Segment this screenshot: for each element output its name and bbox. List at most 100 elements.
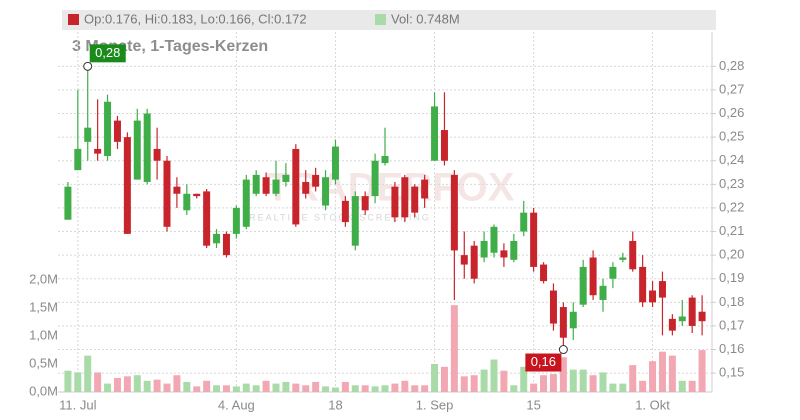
y-tick-label: 0,25 (719, 129, 744, 144)
volume-bar (649, 361, 657, 392)
candle-body (173, 186, 181, 194)
volume-bar (411, 385, 419, 392)
y2-tick-label: 2,0M (29, 271, 58, 286)
volume-bar (351, 385, 359, 392)
volume-bar (540, 375, 548, 392)
candle-body (678, 316, 686, 322)
candle-body (480, 240, 488, 258)
header-volume-swatch (375, 14, 386, 25)
candle-body (74, 148, 82, 171)
candle-body (619, 257, 627, 260)
header-volume: Vol: 0.748M (391, 11, 460, 26)
max-marker (83, 61, 93, 71)
x-tick-label: 1. Okt (635, 397, 670, 412)
volume-bar (401, 380, 409, 392)
y-tick-label: 0,20 (719, 247, 744, 262)
volume-bar (183, 381, 191, 392)
volume-bar (163, 383, 171, 392)
candle-body (569, 311, 577, 329)
volume-bar (252, 385, 260, 392)
candle-body (84, 127, 92, 142)
volume-bar (579, 369, 587, 392)
candle-body (609, 266, 617, 279)
volume-bar (123, 376, 131, 392)
candle-body (203, 191, 211, 246)
volume-bar (74, 372, 82, 392)
candle-body (391, 186, 399, 218)
candle-body (649, 290, 657, 303)
volume-bar (292, 383, 300, 392)
y-tick-label: 0,15 (719, 365, 744, 380)
candle-body (331, 146, 339, 180)
volume-bar (193, 386, 201, 392)
candle-body (292, 148, 300, 225)
y2-tick-label: 0,5M (29, 355, 58, 370)
volume-bar (678, 380, 686, 392)
volume-bar (500, 370, 508, 392)
candle-body (579, 266, 587, 305)
candle-body (94, 148, 102, 154)
volume-bar (341, 381, 349, 392)
candle-body (302, 181, 310, 194)
volume-bar (232, 386, 240, 392)
volume-bar (510, 385, 518, 392)
min-label: 0,16 (531, 354, 556, 369)
y-tick-label: 0,16 (719, 341, 744, 356)
volume-bar (490, 359, 498, 392)
volume-bar (84, 355, 92, 392)
volume-bar (113, 377, 121, 392)
candle-body (599, 285, 607, 300)
candle-body (450, 174, 458, 251)
volume-bar (460, 376, 468, 392)
volume-bar (391, 383, 399, 392)
volume-bar (421, 385, 429, 392)
volume-bar (94, 372, 102, 392)
volume-bar (629, 365, 637, 392)
volume-bar (222, 385, 230, 392)
volume-bar (450, 305, 458, 392)
candle-body (322, 177, 330, 206)
candle-body (64, 186, 72, 220)
watermark-sub: REALTIME STOCK SCREENING (249, 212, 431, 222)
y-tick-label: 0,23 (719, 176, 744, 191)
candle-body (540, 264, 548, 282)
y-tick-label: 0,22 (719, 199, 744, 214)
candle-body (658, 281, 666, 298)
volume-bar (619, 383, 627, 392)
volume-bar (658, 351, 666, 392)
candle-body (113, 120, 121, 142)
candle-body (411, 186, 419, 213)
candle-body (371, 160, 379, 197)
candle-body (193, 193, 201, 197)
volume-bar (480, 369, 488, 392)
candle-body (688, 297, 696, 326)
candle-body (242, 179, 250, 227)
volume-bar (559, 357, 567, 392)
volume-bar (322, 386, 330, 392)
max-label-box (89, 44, 126, 63)
y-tick-label: 0,28 (719, 58, 744, 73)
candle-body (341, 200, 349, 223)
candle-body (272, 179, 280, 194)
candle-body (183, 193, 191, 211)
candle-body (431, 106, 439, 161)
candle-body (222, 233, 230, 256)
volume-bar (569, 369, 577, 392)
min-label-box (525, 353, 562, 372)
volume-bar (668, 355, 676, 392)
volume-bar (153, 379, 161, 392)
y2-tick-label: 1,0M (29, 327, 58, 342)
y-tick-label: 0,18 (719, 294, 744, 309)
candle-body (589, 257, 597, 296)
candle-body (530, 212, 538, 267)
candle-body (232, 207, 240, 234)
candle-body (698, 311, 706, 322)
candle-body (361, 196, 369, 211)
volume-bar (242, 383, 250, 392)
y-tick-label: 0,26 (719, 105, 744, 120)
volume-bar (331, 387, 339, 392)
x-tick-label: 11. Jul (59, 397, 96, 412)
header-ohlc: Op:0.176, Hi:0.183, Lo:0.166, Cl:0.172 (84, 11, 307, 26)
volume-bar (520, 366, 528, 392)
volume-bar (549, 374, 557, 392)
